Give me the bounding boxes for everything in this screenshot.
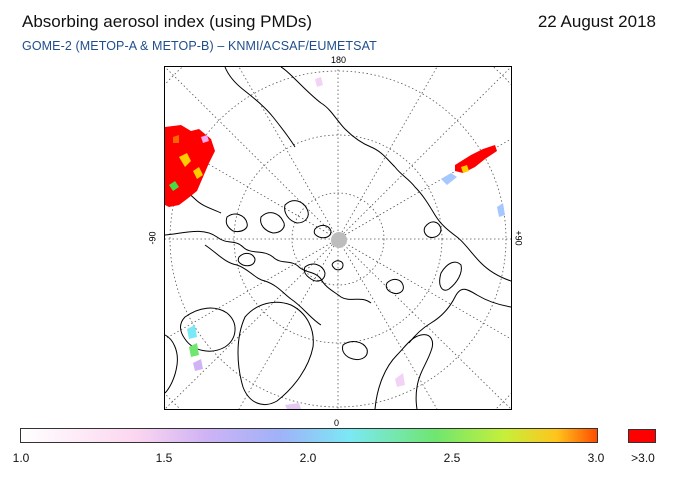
map-date: 22 August 2018 bbox=[537, 12, 656, 31]
map-subtitle: GOME-2 (METOP-A & METOP-B) – KNMI/ACSAF/… bbox=[22, 39, 377, 53]
longitude-label-left: -90 bbox=[147, 231, 158, 245]
longitude-label-bottom: 0 bbox=[334, 418, 340, 428]
meridian-lines bbox=[165, 67, 511, 409]
longitude-label-top: 180 bbox=[331, 55, 347, 65]
polar-map-graphic bbox=[165, 67, 511, 409]
colorbar-tick-2-5: 2.5 bbox=[443, 451, 461, 465]
colorbar-over-label: >3.0 bbox=[631, 451, 655, 465]
colorbar bbox=[20, 428, 598, 443]
map-title: Absorbing aerosol index (using PMDs) bbox=[22, 12, 313, 31]
aerosol-signal-siberia bbox=[441, 145, 505, 217]
aerosol-signal-minor bbox=[187, 77, 405, 409]
polar-map bbox=[164, 66, 512, 410]
colorbar-tick-2-0: 2.0 bbox=[299, 451, 317, 465]
pole-data-gap bbox=[331, 232, 347, 248]
aerosol-signal-alaska-canada bbox=[165, 125, 215, 207]
longitude-label-right: +90 bbox=[513, 230, 524, 246]
colorbar-tick-1-0: 1.0 bbox=[12, 451, 30, 465]
colorbar-tick-3-0: 3.0 bbox=[587, 451, 605, 465]
colorbar-tick-1-5: 1.5 bbox=[155, 451, 173, 465]
colorbar-over-swatch bbox=[628, 429, 656, 443]
